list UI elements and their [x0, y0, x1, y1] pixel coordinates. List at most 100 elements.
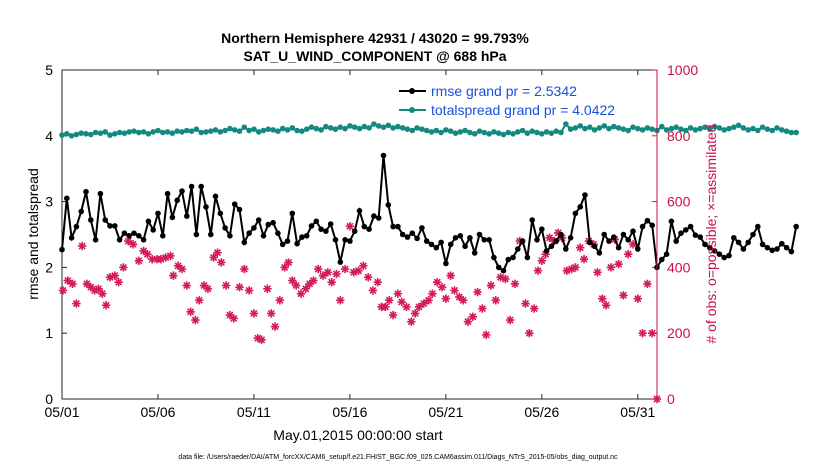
rmse-point [452, 235, 459, 241]
rmse-point [78, 208, 84, 215]
rmse-point [779, 240, 785, 247]
totalspread-point [332, 126, 339, 132]
obs-point [478, 304, 487, 313]
obs-point [275, 296, 285, 305]
rmse-point [375, 215, 382, 221]
totalspread-point [419, 126, 425, 132]
rmse-point [443, 260, 449, 267]
totalspread-point [491, 129, 497, 135]
totalspread-point [515, 129, 521, 135]
totalspread-point [284, 127, 291, 133]
totalspread-point [534, 129, 540, 136]
totalspread-point [73, 131, 80, 138]
totalspread-point [471, 131, 478, 137]
rmse-point [275, 230, 281, 236]
rmse-point [615, 244, 622, 251]
rmse-point [227, 233, 233, 239]
totalspread-point [140, 129, 147, 135]
obs-point [318, 271, 328, 280]
x-tick-label: 05/26 [524, 404, 559, 420]
rmse-point [505, 256, 512, 263]
obs-point [128, 240, 138, 249]
obs-point [203, 284, 213, 293]
totalspread-point [265, 126, 272, 132]
totalspread-point [759, 124, 766, 130]
rmse-point [486, 237, 492, 243]
totalspread-point [222, 127, 228, 134]
rmse-point [385, 202, 392, 208]
rmse-point [630, 228, 636, 234]
rmse-point [323, 228, 329, 234]
rmse-point [241, 239, 248, 246]
totalspread-point [529, 128, 535, 134]
rmse-point [582, 192, 588, 198]
obs-point [402, 302, 411, 312]
rmse-point [59, 246, 65, 253]
rmse-point [764, 244, 771, 251]
obs-point [491, 296, 500, 305]
obs-point [186, 307, 195, 317]
totalspread-point [735, 122, 742, 129]
legend-rmse-label: rmse grand pr = 2.5342 [431, 83, 577, 99]
obs-point [363, 273, 373, 282]
rmse-point [390, 223, 396, 230]
obs-point [134, 256, 143, 266]
totalspread-point [587, 124, 593, 130]
totalspread-point [774, 125, 780, 131]
obs-point [648, 329, 657, 338]
obs-point [58, 286, 68, 295]
totalspread-point [476, 128, 483, 134]
obs-point [166, 251, 175, 261]
totalspread-point [64, 131, 70, 137]
totalspread-series [59, 121, 799, 139]
rmse-point [697, 234, 703, 240]
rmse-point [457, 233, 464, 239]
x-tick-label: 05/06 [140, 404, 175, 420]
rmse-point [539, 226, 545, 232]
rmse-point [428, 241, 435, 248]
rmse-point [721, 254, 727, 261]
obs-point [381, 302, 390, 312]
rmse-point [663, 251, 670, 257]
y-left-tick-label: 1 [45, 325, 53, 341]
rmse-point [351, 228, 358, 234]
rmse-point [160, 233, 166, 239]
totalspread-point [150, 129, 156, 135]
totalspread-point [769, 127, 775, 134]
totalspread-point [303, 126, 310, 132]
obs-point [510, 279, 520, 289]
totalspread-point [385, 122, 392, 129]
rmse-point [548, 243, 555, 250]
y-right-tick-label: 400 [667, 259, 691, 275]
obs-point [505, 315, 515, 325]
rmse-point [659, 256, 665, 263]
rmse-point [174, 197, 180, 204]
rmse-point [164, 190, 171, 197]
rmse-point [750, 231, 756, 238]
totalspread-point [88, 131, 94, 138]
rmse-point [471, 250, 478, 256]
obs-point [263, 284, 272, 293]
totalspread-point [582, 125, 588, 132]
obs-point [521, 299, 530, 308]
rmse-point [481, 237, 488, 243]
totalspread-point [601, 123, 607, 129]
rmse-point [735, 239, 742, 246]
obs-point [270, 322, 280, 331]
totalspread-point [783, 128, 790, 134]
totalspread-point [231, 127, 238, 133]
rmse-point [361, 223, 368, 230]
totalspread-point [606, 125, 612, 132]
totalspread-point [495, 130, 502, 136]
rmse-point [769, 247, 775, 254]
totalspread-point [289, 125, 296, 131]
rmse-point [620, 231, 627, 238]
obs-point [579, 254, 589, 264]
obs-point [428, 289, 437, 298]
rmse-point [563, 246, 569, 252]
totalspread-point [399, 125, 406, 131]
totalspread-point [572, 125, 579, 131]
totalspread-point [596, 125, 603, 131]
rmse-point [596, 250, 603, 256]
x-tick-label: 05/11 [237, 404, 271, 420]
